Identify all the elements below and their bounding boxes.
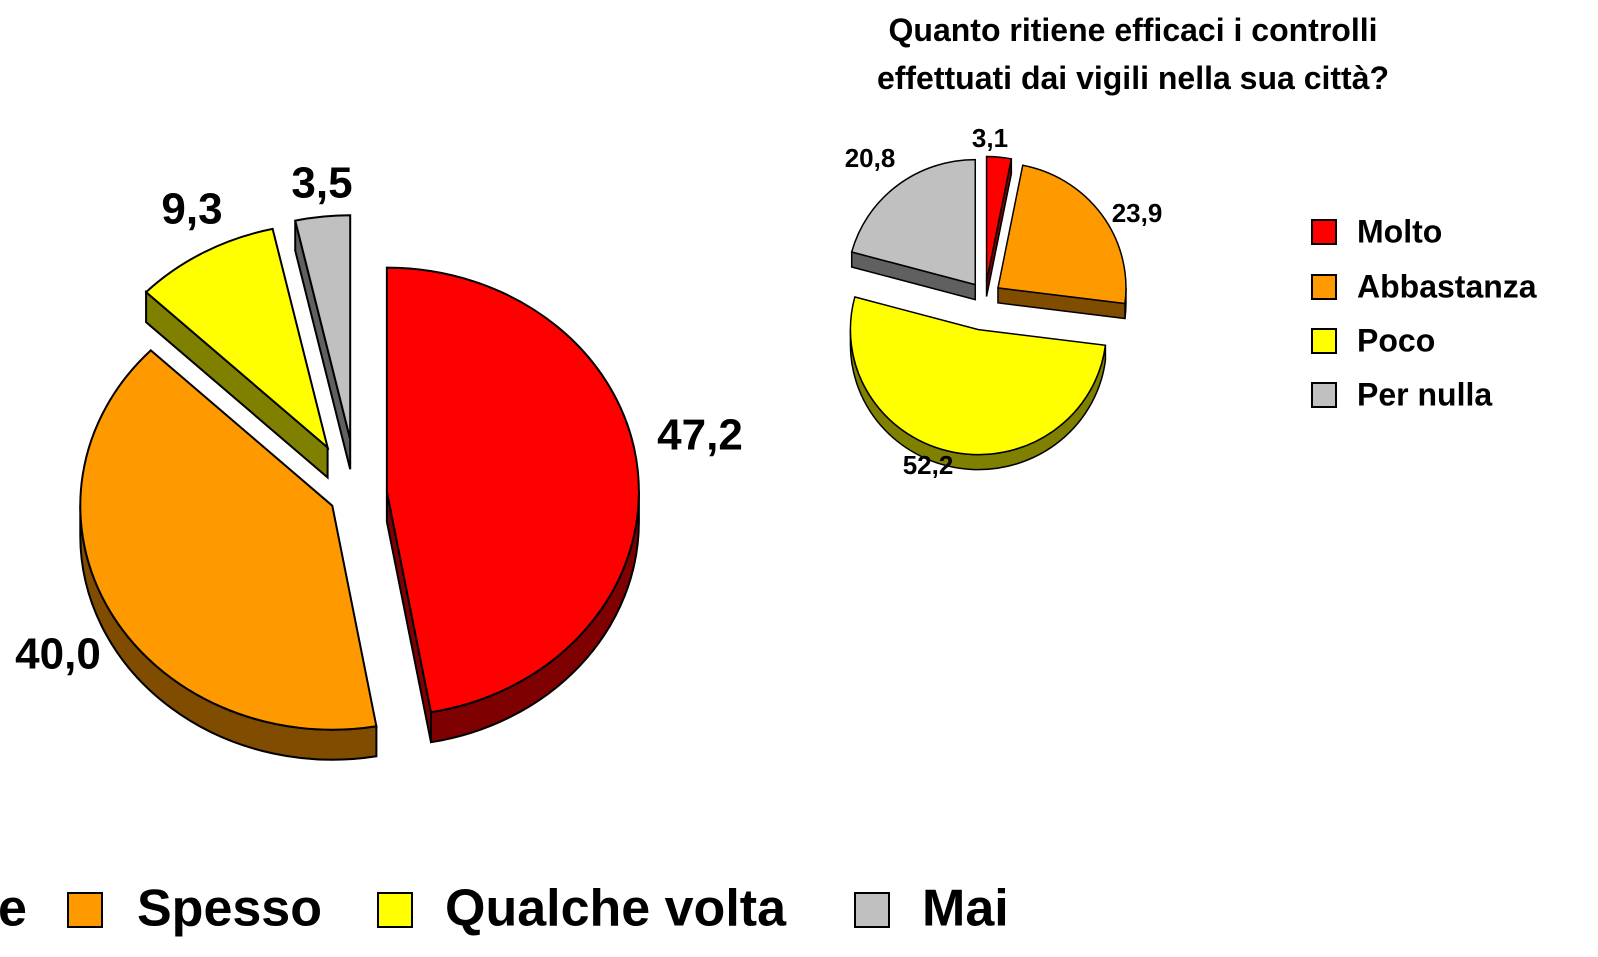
slice bbox=[293, 214, 352, 440]
legend-swatch bbox=[1311, 382, 1337, 408]
data-label: 52,2 bbox=[903, 450, 954, 480]
slice bbox=[79, 348, 378, 731]
slice bbox=[985, 155, 1013, 282]
legend-label: Poco bbox=[1357, 322, 1435, 358]
slice bbox=[385, 266, 640, 714]
legend-label: Qualche volta bbox=[445, 880, 787, 938]
legend-label: e bbox=[0, 880, 27, 938]
data-label: 40,0 bbox=[15, 630, 101, 679]
data-label: 3,1 bbox=[972, 123, 1008, 153]
title-box: Quanto ritiene efficaci i controlli effe… bbox=[876, 12, 1390, 96]
data-label: 23,9 bbox=[1112, 198, 1163, 228]
legend-label: Molto bbox=[1357, 213, 1442, 249]
data-label: 9,3 bbox=[161, 185, 222, 234]
slice bbox=[144, 227, 330, 451]
chart-title: Quanto ritiene efficaci i controlli effe… bbox=[876, 12, 1390, 96]
slice bbox=[997, 164, 1127, 305]
legend-swatch bbox=[1311, 219, 1337, 245]
data-label: 20,8 bbox=[845, 143, 896, 173]
slice bbox=[850, 158, 977, 286]
legend-swatch bbox=[854, 892, 890, 928]
slice bbox=[849, 296, 1107, 456]
data-label: 47,2 bbox=[657, 411, 743, 460]
legend-swatch bbox=[1311, 274, 1337, 300]
legend-label: Abbastanza bbox=[1357, 268, 1537, 304]
legend-label: Mai bbox=[922, 880, 1009, 938]
legend-label: Per nulla bbox=[1357, 376, 1492, 412]
data-label: 3,5 bbox=[291, 159, 352, 208]
legend-swatch bbox=[67, 892, 103, 928]
legend-label: Spesso bbox=[137, 880, 322, 938]
legend-swatch bbox=[377, 892, 413, 928]
legend-swatch bbox=[1311, 328, 1337, 354]
